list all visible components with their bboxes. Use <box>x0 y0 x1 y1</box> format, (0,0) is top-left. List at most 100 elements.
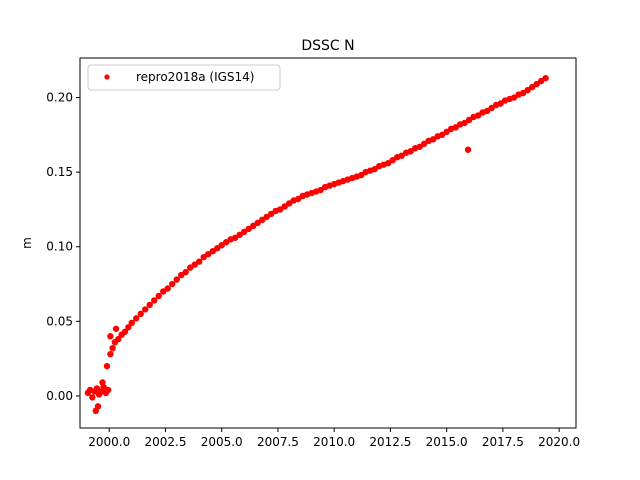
y-tick-label: 0.05 <box>46 314 73 328</box>
data-point <box>259 216 266 224</box>
data-point <box>214 245 221 252</box>
data-point <box>398 152 405 159</box>
legend-label: repro2018a (IGS14) <box>136 70 254 84</box>
x-tick-label: 2002.5 <box>144 435 186 449</box>
data-point <box>191 261 198 268</box>
data-point <box>528 83 536 91</box>
data-point <box>452 124 459 131</box>
data-point <box>187 264 194 271</box>
data-point <box>474 112 482 119</box>
data-point <box>465 116 473 124</box>
data-point <box>155 292 162 300</box>
x-axis: 2000.0 2002.5 2005.0 2007.5 2010.0 2012.5 2015… <box>88 428 580 449</box>
data-point <box>357 171 365 179</box>
data-point <box>89 394 96 401</box>
data-point <box>200 253 207 261</box>
data-point <box>92 407 99 415</box>
data-point <box>371 165 378 173</box>
data-point <box>218 242 225 249</box>
data-point <box>109 344 116 352</box>
data-point <box>519 89 527 97</box>
y-tick-label: 0.20 <box>46 91 73 105</box>
data-point <box>93 385 101 392</box>
data-point <box>99 379 106 386</box>
x-tick-label: 2015.0 <box>426 435 468 449</box>
data-point <box>533 80 540 88</box>
data-point <box>443 128 450 136</box>
data-point <box>510 94 518 101</box>
data-point <box>497 100 504 107</box>
data-point <box>223 239 230 246</box>
data-point <box>142 306 149 313</box>
data-point <box>241 228 248 236</box>
data-point <box>537 77 545 85</box>
data-point <box>209 248 216 255</box>
data-point <box>107 333 114 340</box>
data-point <box>464 146 472 153</box>
data-point <box>103 362 111 370</box>
data-point <box>232 234 239 241</box>
data-point <box>125 324 132 331</box>
data-point <box>104 386 112 394</box>
data-point <box>182 268 189 276</box>
y-tick-label: 0.00 <box>46 389 73 403</box>
data-point <box>416 143 423 150</box>
x-tick-label: 2000.0 <box>88 435 130 449</box>
data-point <box>389 157 396 164</box>
data-point <box>438 131 446 139</box>
x-tick-label: 2007.5 <box>257 435 299 449</box>
data-point <box>164 285 171 292</box>
data-point <box>295 195 302 203</box>
y-axis-label: m <box>20 237 34 249</box>
data-point <box>268 210 275 218</box>
data-point <box>169 280 176 288</box>
chart-title: DSSC N <box>301 38 354 54</box>
data-point <box>137 310 144 318</box>
data-point <box>236 231 243 238</box>
data-point <box>281 203 288 210</box>
data-point <box>133 315 140 322</box>
data-point <box>121 328 129 335</box>
data-point <box>115 336 122 343</box>
data-point <box>488 104 495 112</box>
data-point <box>205 250 212 258</box>
data-point <box>384 159 392 167</box>
data-point <box>160 288 167 295</box>
data-point <box>178 271 185 279</box>
y-axis: 0.00 0.05 0.10 0.15 0.20 <box>46 91 80 403</box>
data-point <box>277 206 284 213</box>
data-point <box>483 107 491 115</box>
data-point <box>250 222 257 230</box>
data-point <box>461 119 468 127</box>
data-points <box>84 74 549 415</box>
data-point <box>245 225 252 233</box>
plot-frame <box>79 57 577 429</box>
data-point <box>151 297 158 304</box>
data-point <box>254 219 261 227</box>
data-point <box>128 319 135 327</box>
x-tick-label: 2010.0 <box>313 435 355 449</box>
data-point <box>317 186 324 194</box>
data-point <box>263 213 270 221</box>
legend-box <box>87 64 281 91</box>
legend-marker <box>104 74 110 80</box>
data-point <box>107 350 114 358</box>
data-point <box>286 200 293 207</box>
data-point <box>146 301 153 309</box>
x-tick-label: 2012.5 <box>369 435 411 449</box>
x-tick-label: 2017.5 <box>482 435 524 449</box>
data-point <box>524 86 531 94</box>
data-point <box>173 276 180 283</box>
data-point <box>542 74 549 82</box>
data-point <box>420 140 428 147</box>
y-tick-label: 0.15 <box>46 165 73 179</box>
x-tick-label: 2020.0 <box>538 435 580 449</box>
data-point <box>429 136 437 143</box>
data-point <box>196 258 203 265</box>
data-point <box>112 325 120 332</box>
legend: repro2018a (IGS14) <box>87 64 281 91</box>
y-tick-label: 0.10 <box>46 240 73 254</box>
x-tick-label: 2005.0 <box>201 435 243 449</box>
data-point <box>407 148 414 155</box>
